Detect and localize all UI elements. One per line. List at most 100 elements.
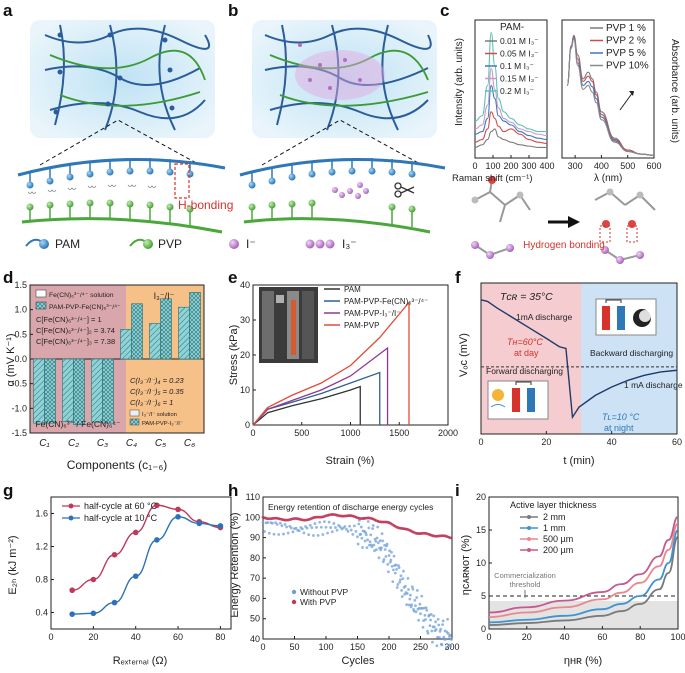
g-series-point bbox=[69, 587, 75, 594]
d-left-note: C[Fe(CN)₆³⁻/⁴⁻]₂ = 3.74 bbox=[36, 326, 115, 335]
h-point bbox=[426, 631, 430, 635]
i-y-tick-label: 15 bbox=[476, 525, 486, 535]
h-point bbox=[383, 548, 387, 551]
h-title: Energy retention of discharge energy cyc… bbox=[268, 502, 433, 512]
h-point bbox=[364, 533, 368, 537]
h-x-tick-label: 100 bbox=[318, 642, 333, 652]
e-x-tick-label: 1500 bbox=[389, 428, 409, 438]
i-x-tick-label: 100 bbox=[670, 632, 685, 642]
h-point bbox=[327, 520, 331, 524]
h-point bbox=[426, 629, 429, 633]
iodide-symbol-icon bbox=[229, 239, 239, 249]
h-point bbox=[438, 636, 441, 639]
h-point bbox=[449, 536, 452, 540]
h-point bbox=[449, 638, 453, 641]
f-plot-frame bbox=[480, 282, 678, 435]
h-point bbox=[431, 640, 434, 644]
panel-letter-c: c bbox=[440, 1, 449, 20]
d-right-note: C(I₃⁻/I⁻)₅ = 0.35 bbox=[130, 387, 185, 396]
h-point bbox=[345, 527, 348, 531]
h-point bbox=[277, 533, 281, 536]
e-legend-label: PAM-PVP bbox=[344, 321, 379, 330]
h-point bbox=[282, 532, 285, 536]
h-point bbox=[446, 632, 450, 635]
h-point bbox=[349, 528, 353, 532]
i-series-line bbox=[488, 535, 679, 626]
g-y-tick-label: 0.4 bbox=[35, 608, 48, 618]
i-y-tick-label: 5 bbox=[481, 591, 486, 601]
h-y-tick-label: 80 bbox=[250, 553, 260, 563]
g-y-tick-label: 1.2 bbox=[35, 542, 48, 552]
c-left-series-line bbox=[474, 67, 548, 137]
hbond-molecules: Hydrogen bonding bbox=[471, 176, 656, 264]
c-left-legend-label: 0.15 M I₃⁻ bbox=[500, 74, 539, 84]
c-right-legend-label: PVP 1 % bbox=[606, 23, 646, 34]
h-point bbox=[266, 521, 270, 524]
h-y-tick-label: 50 bbox=[250, 614, 260, 624]
panel-letter-h: h bbox=[228, 481, 238, 500]
h-point bbox=[415, 589, 419, 592]
h-x-tick-label: 0 bbox=[260, 642, 265, 652]
h-y-tick-label: 60 bbox=[250, 593, 260, 603]
h-point bbox=[271, 521, 274, 525]
pam-symbol-icon bbox=[39, 239, 49, 249]
h-point bbox=[300, 527, 304, 531]
g-y-tick-label: 1.6 bbox=[35, 509, 48, 519]
i-legend-marker bbox=[527, 515, 531, 519]
h-point bbox=[407, 603, 411, 607]
h-point bbox=[291, 530, 295, 534]
h-point bbox=[376, 525, 380, 529]
e-y-tick-label: 0 bbox=[245, 420, 250, 430]
h-point bbox=[444, 637, 448, 641]
h-point bbox=[307, 533, 311, 537]
i-y-tick-label: 20 bbox=[476, 492, 486, 502]
pvp-pendant-chains-a bbox=[26, 199, 194, 227]
e-xlabel: Strain (%) bbox=[326, 455, 375, 467]
e-y-tick-label: 40 bbox=[240, 280, 250, 290]
arrow-up-icon bbox=[629, 91, 634, 96]
h-point bbox=[448, 633, 452, 637]
e-series-line bbox=[252, 346, 389, 426]
panel-b-schematic bbox=[239, 20, 446, 234]
g-series-point bbox=[132, 529, 139, 536]
h-point bbox=[332, 522, 336, 525]
d-y-tick-label: -1.5 bbox=[11, 428, 27, 438]
h-point bbox=[444, 646, 448, 650]
gel-network-cube-b bbox=[252, 20, 437, 138]
i-legend-marker bbox=[527, 526, 531, 530]
i-legend-label: 500 µm bbox=[543, 534, 573, 544]
d-left-note: C[Fe(CN)₆³⁻/⁴⁻]₃ = 7.38 bbox=[36, 337, 115, 346]
g-series-line bbox=[72, 516, 221, 615]
d-bar bbox=[44, 358, 56, 424]
h-point bbox=[389, 558, 393, 562]
d-left-legend-label: PAM-PVP-Fe(CN)₆³⁻/⁴⁻ bbox=[49, 304, 121, 311]
h-point bbox=[318, 520, 322, 524]
d-right-legend-swatch bbox=[129, 418, 140, 426]
h-point bbox=[366, 520, 370, 523]
d-left-region-label: Fe(CN)₆³⁻ / Fe(CN)₆⁴⁻ bbox=[35, 419, 121, 429]
hbond-label: H-bonding bbox=[178, 198, 233, 212]
h-point bbox=[398, 578, 402, 582]
h-point bbox=[297, 529, 301, 533]
f-ylabel: Vₒc (mV) bbox=[458, 333, 470, 377]
e-x-tick-label: 2000 bbox=[438, 428, 458, 438]
h-point bbox=[305, 526, 309, 530]
d-bar bbox=[120, 329, 132, 360]
d-category-label: C₆ bbox=[184, 438, 195, 449]
d-y-tick-label: 1.5 bbox=[14, 280, 27, 290]
h-point bbox=[395, 586, 399, 589]
panel-letter-e: e bbox=[228, 268, 237, 287]
g-series-point bbox=[154, 502, 160, 509]
h-point bbox=[263, 530, 266, 533]
c-right-xlabel: λ (nm) bbox=[594, 173, 622, 184]
f-at-night: at night bbox=[604, 423, 634, 433]
h-point bbox=[441, 623, 444, 627]
c-right-legend-label: PVP 2 % bbox=[606, 36, 646, 47]
h-point bbox=[401, 577, 405, 581]
h-point bbox=[405, 592, 409, 595]
h-y-tick-label: 90 bbox=[250, 533, 260, 543]
h-point bbox=[286, 531, 290, 535]
c-left-legend-title: PAM- bbox=[500, 22, 524, 33]
h-point bbox=[446, 617, 449, 621]
